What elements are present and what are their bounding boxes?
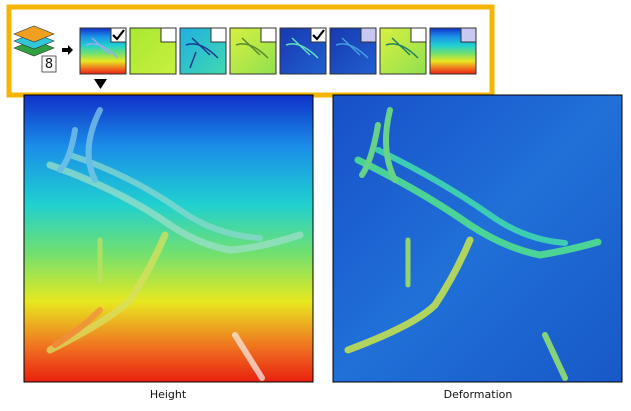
arrow-icon [62, 45, 73, 55]
thumbnail[interactable] [79, 27, 127, 75]
selection-pointer [94, 79, 107, 89]
deformation-image [332, 94, 623, 383]
thumbnail[interactable] [179, 27, 227, 75]
layer-count-box [41, 55, 57, 73]
thumbnail[interactable] [229, 27, 277, 75]
thumbnail[interactable] [279, 27, 327, 75]
thumbnail[interactable] [329, 27, 377, 75]
thumbnail[interactable] [129, 27, 177, 75]
thumbnail[interactable] [379, 27, 427, 75]
thumbnail-strip [79, 27, 477, 75]
layer-count: 8 [45, 57, 53, 72]
thumbnail[interactable] [429, 27, 477, 75]
height-image [23, 94, 314, 383]
layer-stack-icon[interactable]: 8 [13, 25, 57, 73]
image-caption: Height [150, 388, 187, 401]
image-caption: Deformation [444, 388, 513, 401]
